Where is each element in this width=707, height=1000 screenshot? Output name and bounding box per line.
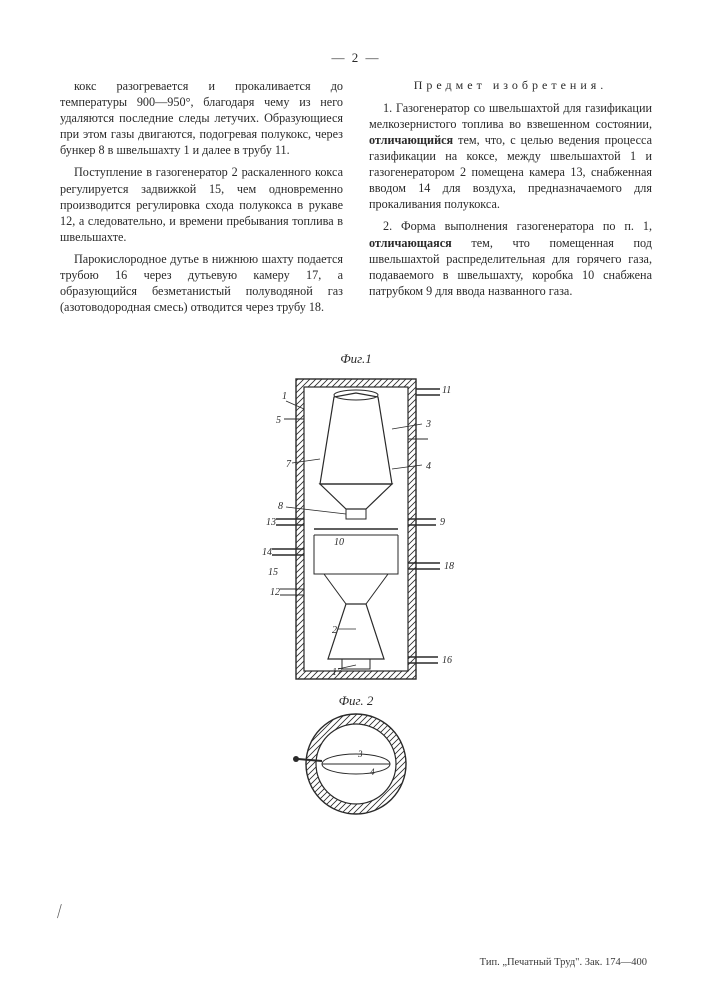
- svg-text:17: 17: [332, 667, 343, 678]
- svg-text:4: 4: [426, 461, 431, 472]
- svg-text:11: 11: [442, 385, 451, 396]
- fig1-diagram: 1 11 3 4 5 7 8 13 14 15 12 9 18 10 2 17: [262, 379, 454, 679]
- text: 1. Газогенератор со швельшахтой для гази…: [369, 101, 652, 131]
- stray-mark: ⁄: [54, 901, 64, 922]
- svg-text:12: 12: [270, 587, 280, 598]
- svg-text:16: 16: [442, 655, 452, 666]
- fig2-diagram: 3 4: [293, 714, 406, 814]
- svg-text:18: 18: [444, 561, 454, 572]
- page: — 2 — кокс разогревается и прокаливается…: [0, 0, 707, 1000]
- svg-text:9: 9: [440, 517, 445, 528]
- figure-svg: Фиг.1: [206, 349, 506, 819]
- fig2-label: Фиг. 2: [339, 693, 374, 708]
- figure-block: Фиг.1: [60, 349, 652, 819]
- svg-text:2: 2: [332, 625, 337, 636]
- svg-text:13: 13: [266, 517, 276, 528]
- text: 2. Форма выполнения газогенератора по п.…: [383, 219, 652, 233]
- bold-text: отличающаяся: [369, 236, 452, 250]
- section-title: Предмет изобретения.: [369, 78, 652, 94]
- paragraph: Парокислородное дутье в нижнюю шахту под…: [60, 251, 343, 315]
- svg-text:1: 1: [282, 391, 287, 402]
- svg-text:3: 3: [357, 749, 363, 759]
- bold-text: отличающийся: [369, 133, 453, 147]
- paragraph: кокс разогревается и прокаливается до те…: [60, 78, 343, 158]
- two-column-text: кокс разогревается и прокаливается до те…: [60, 78, 652, 321]
- callout-numbers: 1 11 3 4 5 7 8 13 14 15 12 9 18 10 2 17: [262, 385, 454, 678]
- paragraph: 1. Газогенератор со швельшахтой для гази…: [369, 100, 652, 213]
- paragraph: Поступление в газогенератор 2 раскаленно…: [60, 164, 343, 244]
- page-number: — 2 —: [60, 50, 652, 66]
- svg-text:15: 15: [268, 567, 278, 578]
- svg-text:7: 7: [286, 459, 292, 470]
- svg-text:14: 14: [262, 547, 272, 558]
- svg-text:3: 3: [425, 419, 431, 430]
- right-column: Предмет изобретения. 1. Газогенератор со…: [369, 78, 652, 321]
- svg-text:4: 4: [370, 767, 375, 777]
- svg-text:8: 8: [278, 501, 283, 512]
- svg-text:10: 10: [334, 537, 344, 548]
- printer-footer: Тип. „Печатный Труд". Зак. 174—400: [480, 957, 647, 968]
- svg-text:5: 5: [276, 415, 281, 426]
- fig1-label: Фиг.1: [340, 351, 372, 366]
- left-column: кокс разогревается и прокаливается до те…: [60, 78, 343, 321]
- paragraph: 2. Форма выполнения газогенератора по п.…: [369, 218, 652, 298]
